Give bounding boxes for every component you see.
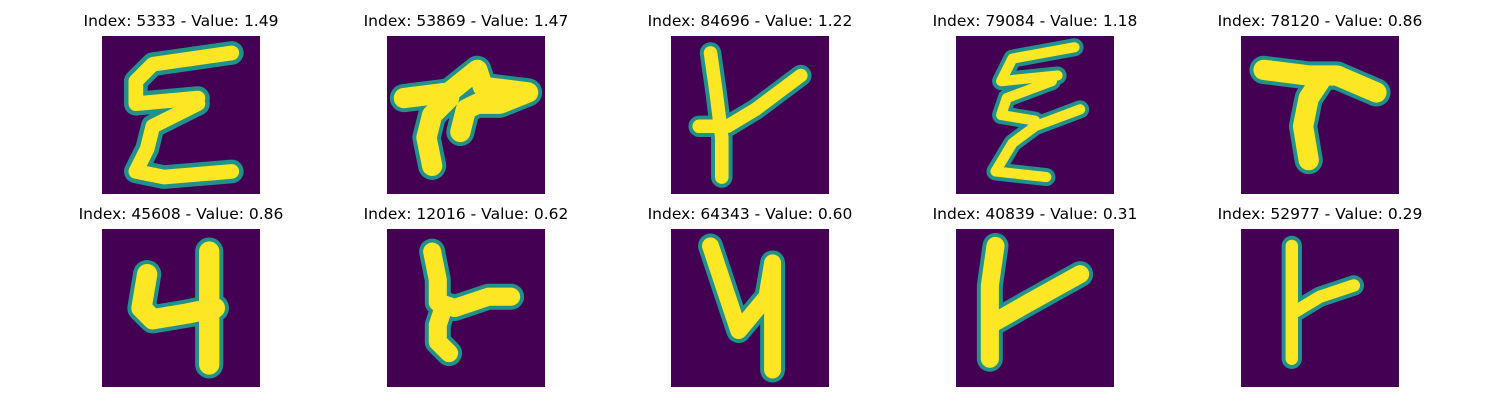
- handwritten-glyph: [986, 38, 1090, 187]
- panel-10: Index: 52977 - Value: 0.29: [1218, 205, 1422, 389]
- panel-2: Index: 53869 - Value: 1.47: [364, 12, 568, 196]
- handwritten-glyph: [976, 232, 1094, 372]
- digit-image: [102, 229, 260, 387]
- panel-title: Index: 79084 - Value: 1.18: [932, 12, 1138, 30]
- panel-9: Index: 40839 - Value: 0.31: [933, 205, 1137, 389]
- panel-title: Index: 5333 - Value: 1.49: [83, 12, 279, 30]
- handwritten-glyph: [698, 233, 785, 383]
- digit-image: [387, 229, 545, 387]
- handwritten-glyph: [688, 42, 812, 188]
- panel-title: Index: 12016 - Value: 0.62: [363, 205, 569, 223]
- panel-3: Index: 84696 - Value: 1.22: [648, 12, 852, 196]
- panel-title: Index: 64343 - Value: 0.60: [647, 205, 853, 223]
- handwritten-glyph: [419, 238, 525, 367]
- panel-5: Index: 78120 - Value: 0.86: [1218, 12, 1422, 196]
- digit-image: [956, 229, 1114, 387]
- digit-image: [956, 36, 1114, 194]
- panel-8: Index: 64343 - Value: 0.60: [648, 205, 852, 389]
- panel-title: Index: 53869 - Value: 1.47: [363, 12, 569, 30]
- panel-4: Index: 79084 - Value: 1.18: [933, 12, 1137, 196]
- digit-image: [1241, 36, 1399, 194]
- handwritten-glyph: [1281, 235, 1365, 369]
- panel-title: Index: 78120 - Value: 0.86: [1217, 12, 1423, 30]
- panel-title: Index: 40839 - Value: 0.31: [932, 205, 1138, 223]
- handwritten-glyph: [1249, 55, 1391, 175]
- handwritten-glyph: [389, 55, 543, 180]
- panel-title: Index: 45608 - Value: 0.86: [78, 205, 284, 223]
- digit-image: [671, 36, 829, 194]
- digit-image: [671, 229, 829, 387]
- panel-1: Index: 5333 - Value: 1.49: [84, 12, 278, 196]
- panel-7: Index: 12016 - Value: 0.62: [364, 205, 568, 389]
- panel-title: Index: 84696 - Value: 1.22: [647, 12, 853, 30]
- handwritten-glyph: [124, 41, 244, 189]
- panel-title: Index: 52977 - Value: 0.29: [1217, 205, 1423, 223]
- digit-image: [1241, 229, 1399, 387]
- digit-image: [387, 36, 545, 194]
- panel-6: Index: 45608 - Value: 0.86: [79, 205, 283, 389]
- handwritten-glyph: [127, 237, 229, 379]
- digit-image: [102, 36, 260, 194]
